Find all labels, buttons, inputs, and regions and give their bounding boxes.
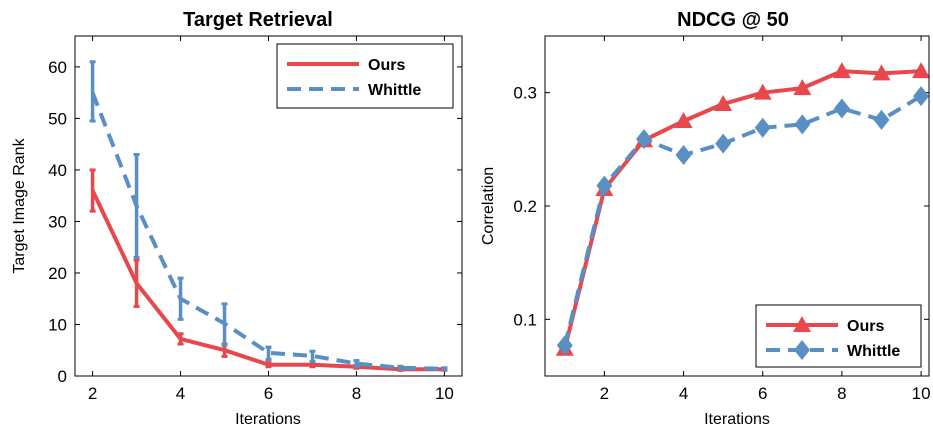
series-whittle — [89, 60, 448, 372]
data-point-diamond — [794, 114, 811, 135]
data-point-diamond — [913, 86, 930, 107]
y-tick-label: 30 — [48, 212, 67, 231]
ndcg-chart: NDCG @ 50 2 4 6 8 10 0.1 0.2 0.3 Iterations Cor… — [480, 9, 931, 428]
data-point-triangle — [753, 83, 772, 100]
x-tick-label: 6 — [758, 384, 767, 403]
plot-frame — [544, 35, 930, 377]
series-line — [90, 189, 445, 372]
legend-box — [276, 43, 454, 109]
data-point-diamond — [596, 175, 613, 196]
y-tick-label: 50 — [48, 109, 67, 128]
series-line — [90, 91, 445, 371]
legend-box — [755, 304, 922, 368]
x-tick-label: 2 — [600, 384, 609, 403]
y-axis-label: Target Image Rank — [11, 137, 28, 273]
y-tick-label: 0.3 — [513, 84, 537, 103]
series-line — [562, 94, 923, 346]
y-tick-label: 0.1 — [513, 310, 537, 329]
data-point-triangle — [832, 62, 851, 79]
y-tick-label: 20 — [48, 264, 67, 283]
series-whittle — [556, 86, 930, 356]
data-point-triangle — [674, 112, 693, 128]
series-ours — [555, 62, 931, 356]
data-point-triangle — [714, 95, 733, 111]
legend-label: Whittle — [847, 343, 900, 360]
x-axis-label: Iterations — [704, 411, 770, 428]
x-tick-label: 10 — [435, 384, 454, 403]
legend-label: Ours — [847, 318, 884, 335]
x-tick-label: 8 — [837, 384, 846, 403]
series-line — [562, 69, 922, 350]
x-tick-label: 6 — [264, 384, 273, 403]
chart-title: NDCG @ 50 — [677, 9, 789, 31]
data-point-diamond — [635, 129, 652, 150]
x-tick-label: 2 — [88, 384, 97, 403]
legend-label: Whittle — [368, 82, 421, 99]
legend-label: Ours — [368, 57, 405, 74]
data-point-diamond — [833, 98, 850, 119]
data-point-diamond — [715, 133, 732, 154]
chart-title: Target Retrieval — [183, 9, 333, 31]
data-point-triangle — [872, 64, 891, 81]
data-point-diamond — [675, 145, 692, 165]
data-point-diamond — [873, 109, 890, 130]
legend-marker-triangle — [793, 316, 811, 332]
data-point-triangle — [793, 79, 812, 96]
y-tick-label: 10 — [48, 315, 67, 334]
target-retrieval-chart: Target Retrieval 2 4 6 8 10 0 10 20 30 40 50 60 Ite… — [11, 9, 463, 428]
y-tick-label: 40 — [48, 161, 67, 180]
series-ours — [89, 168, 448, 372]
legend-marker-diamond — [794, 340, 810, 360]
y-axis-label: Correlation — [480, 167, 497, 245]
x-tick-label: 4 — [176, 384, 185, 403]
y-tick-label: 60 — [48, 58, 67, 77]
y-tick-label: 0.2 — [513, 197, 537, 216]
x-tick-label: 8 — [352, 384, 361, 403]
x-axis-label: Iterations — [235, 411, 301, 428]
plot-frame — [74, 35, 463, 377]
y-tick-label: 0 — [58, 367, 67, 386]
x-tick-label: 10 — [912, 384, 931, 403]
data-point-triangle — [912, 62, 931, 79]
data-point-diamond — [754, 117, 771, 138]
data-point-diamond — [556, 335, 573, 356]
x-tick-label: 4 — [679, 384, 688, 403]
